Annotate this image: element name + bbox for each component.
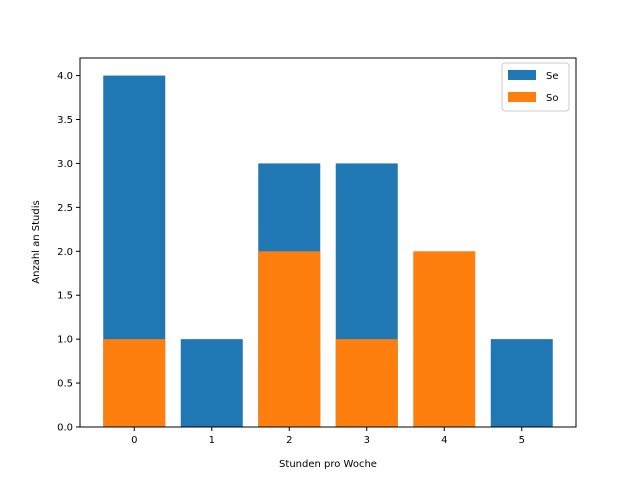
y-tick-label: 3.0 [57, 159, 73, 170]
bar-so-3 [335, 339, 398, 427]
axes-layer [79, 57, 577, 428]
legend-label-se: Se [546, 71, 559, 82]
y-tick-label: 1.5 [57, 291, 73, 302]
y-axis-label: Anzahl an Studis [31, 200, 42, 283]
y-tick-label: 4.0 [57, 71, 73, 82]
x-tick-label: 4 [441, 435, 447, 446]
bars-layer [103, 75, 553, 428]
bar-so-2 [258, 251, 321, 427]
legend-swatch-so [508, 92, 536, 102]
y-tick-label: 2.0 [57, 247, 73, 258]
bar-so-0 [103, 339, 166, 427]
legend-swatch-se [508, 70, 536, 80]
legend-label-so: So [546, 93, 558, 104]
bar-so-4 [413, 251, 476, 427]
bar-se-5 [490, 339, 553, 427]
y-tick-label: 0.0 [57, 423, 73, 434]
x-tick-label: 1 [209, 435, 215, 446]
x-axis-label: Stunden pro Woche [279, 459, 377, 470]
legend: Se So [501, 62, 570, 112]
x-tick-label: 0 [131, 435, 137, 446]
x-tick-label: 2 [286, 435, 292, 446]
bar-se-1 [180, 339, 243, 427]
y-tick-label: 0.5 [57, 379, 73, 390]
x-tick-label: 3 [364, 435, 370, 446]
plot-frame [79, 57, 577, 428]
y-tick-label: 2.5 [57, 203, 73, 214]
x-tick-label: 5 [519, 435, 525, 446]
ticks-layer: 0 1 2 3 4 5 0.0 0.5 1.0 1.5 2.0 2.5 3.0 3.5 4.0 [57, 71, 525, 446]
y-tick-label: 1.0 [57, 335, 73, 346]
y-tick-label: 3.5 [57, 115, 73, 126]
